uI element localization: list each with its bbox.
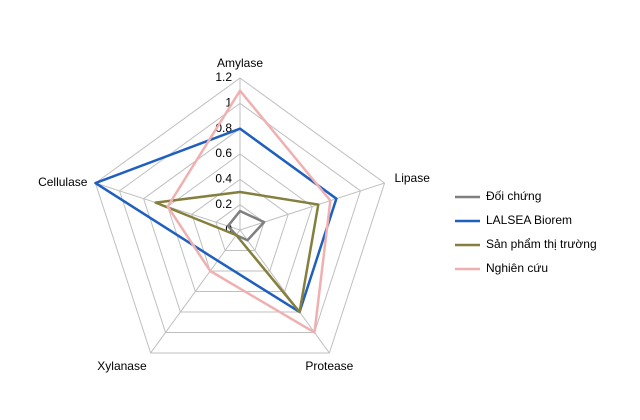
- grid-line: [94, 77, 386, 354]
- grid-line: [118, 102, 362, 333]
- tick-label: 1.2: [215, 70, 232, 84]
- category-label: Cellulase: [38, 175, 88, 189]
- legend-label: Đối chứng: [486, 189, 541, 203]
- category-label: Amylase: [217, 56, 263, 70]
- tick-label: 0: [225, 222, 232, 236]
- legend-label: Nghiên cứu: [486, 261, 548, 275]
- spoke: [150, 229, 241, 354]
- legend-label: LALSEA Biorem: [486, 213, 572, 227]
- tick-label: 0.6: [215, 146, 232, 160]
- series-line: [166, 89, 332, 334]
- tick-label: 1: [225, 96, 232, 110]
- tick-label: 0.4: [215, 172, 232, 186]
- category-label: Protease: [305, 359, 353, 373]
- series-line: [154, 190, 320, 314]
- category-label: Xylanase: [97, 359, 147, 373]
- tick-label: 0.2: [215, 197, 232, 211]
- category-label: Lipase: [395, 171, 431, 185]
- grid-line: [167, 153, 313, 292]
- series-line: [226, 209, 266, 242]
- grid-line: [191, 178, 289, 272]
- legend-label: Sản phẩm thị trường: [486, 237, 597, 251]
